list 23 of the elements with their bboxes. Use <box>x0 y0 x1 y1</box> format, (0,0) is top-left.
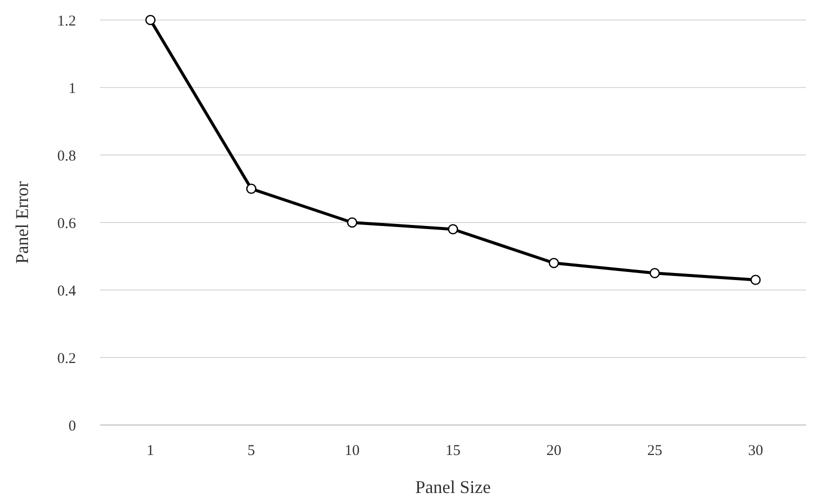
point <box>346 217 358 228</box>
x-tick-label: 20 <box>546 443 562 459</box>
y-tick-label: 0.4 <box>57 283 76 300</box>
x-tick-label: 30 <box>748 443 764 459</box>
y-axis-title: Panel Error <box>12 181 32 264</box>
y-tick-label: 0.8 <box>57 148 76 164</box>
y-tick-label: 1 <box>68 80 76 97</box>
point <box>246 184 256 194</box>
point <box>448 224 458 234</box>
y-tick-label: 0.2 <box>57 350 76 367</box>
point <box>548 258 560 268</box>
x-tick-label: 1 <box>146 443 154 459</box>
point <box>750 274 761 286</box>
x-tick-label: 25 <box>647 443 662 459</box>
y-tick-label: 0 <box>68 418 76 434</box>
y-tick-label: 1.2 <box>57 13 76 30</box>
point <box>145 14 156 26</box>
y-tick-label: 0.6 <box>57 216 76 232</box>
point <box>650 268 660 278</box>
x-tick-label: 15 <box>446 443 460 459</box>
x-axis-title: Panel Size <box>415 477 491 497</box>
x-tick-label: 10 <box>344 443 360 459</box>
x-tick-label: 5 <box>248 443 256 459</box>
